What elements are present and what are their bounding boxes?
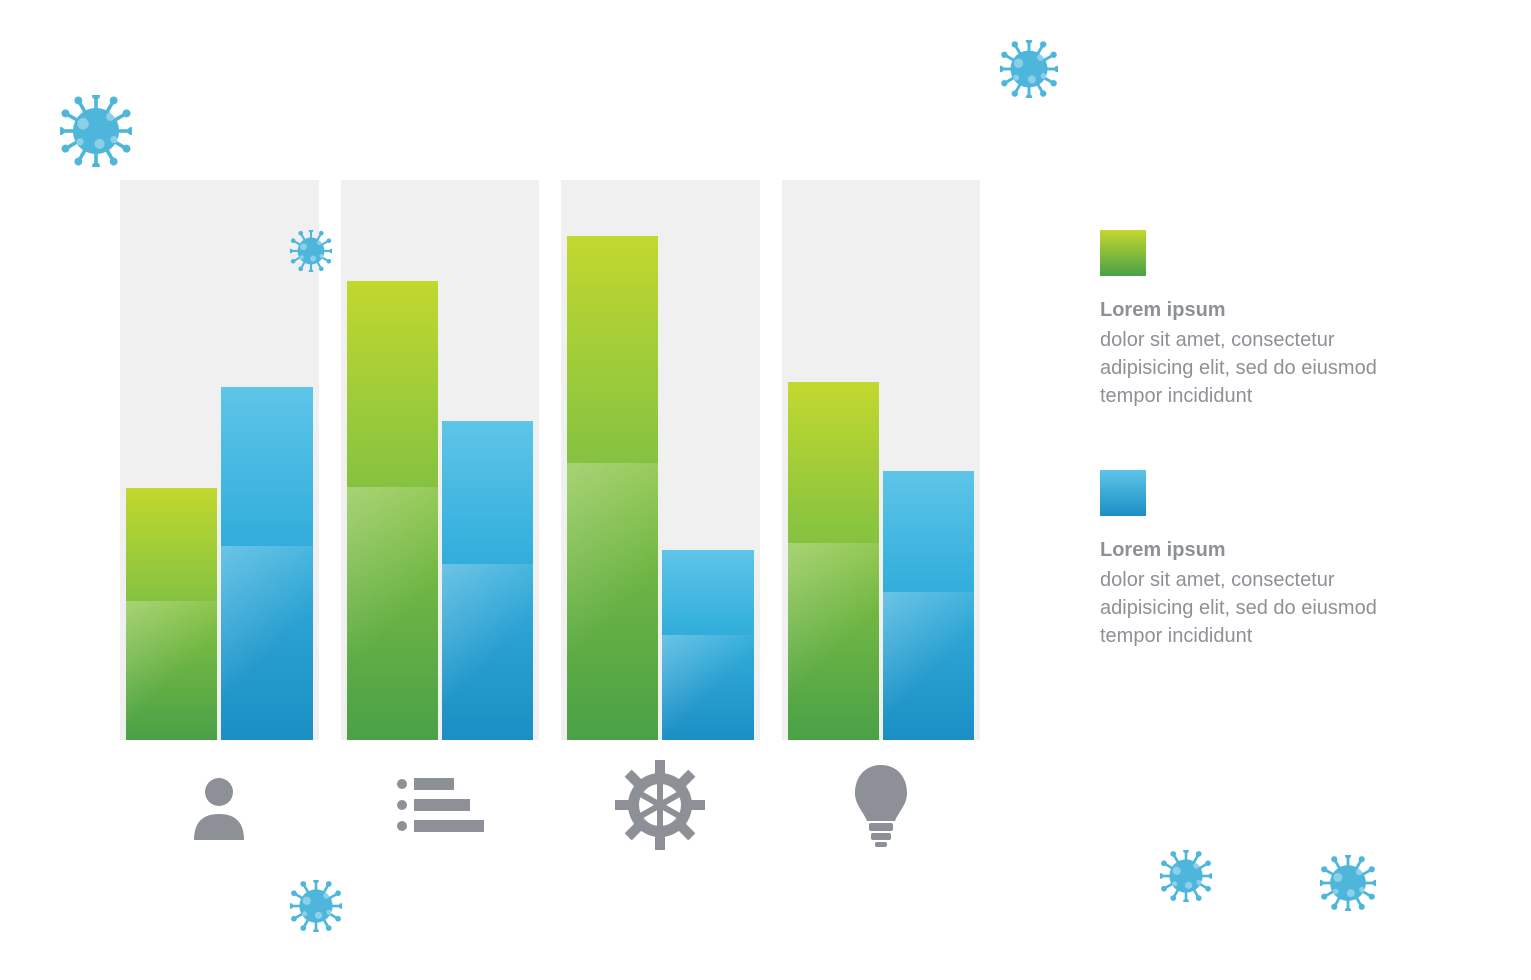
- virus-icon: [1000, 40, 1058, 103]
- legend: Lorem ipsum dolor sit amet, consectetur …: [1100, 230, 1390, 710]
- chart-panel-3: [561, 180, 760, 740]
- bar-blue-2: [442, 421, 533, 740]
- category-icon-1: [120, 760, 319, 850]
- category-icon-row: [120, 760, 980, 850]
- virus-icon: [1160, 850, 1212, 907]
- legend-swatch-blue: [1100, 470, 1146, 516]
- category-icon-3: [561, 760, 760, 850]
- bulb-icon: [851, 763, 911, 847]
- bar-blue-4: [883, 471, 974, 740]
- bar-green-3: [567, 236, 658, 740]
- bar-green-1: [126, 488, 217, 740]
- bar-green-2: [347, 281, 438, 740]
- legend-body-2: dolor sit amet, consectetur adipisicing …: [1100, 566, 1390, 650]
- chart-panel-2: [341, 180, 540, 740]
- virus-icon: [290, 880, 342, 937]
- legend-title-2: Lorem ipsum: [1100, 536, 1390, 564]
- legend-body-1: dolor sit amet, consectetur adipisicing …: [1100, 326, 1390, 410]
- chart-panel-4: [782, 180, 981, 740]
- virus-icon: [290, 230, 332, 277]
- virus-icon: [60, 95, 132, 172]
- person-icon: [184, 770, 254, 840]
- legend-title-1: Lorem ipsum: [1100, 296, 1390, 324]
- bar-green-4: [788, 382, 879, 740]
- bar-chart: [120, 180, 980, 740]
- legend-item-2: Lorem ipsum dolor sit amet, consectetur …: [1100, 470, 1390, 650]
- bar-blue-1: [221, 387, 312, 740]
- virus-icon: [1320, 855, 1376, 916]
- gear-icon: [615, 760, 705, 850]
- legend-item-1: Lorem ipsum dolor sit amet, consectetur …: [1100, 230, 1390, 410]
- category-icon-2: [341, 760, 540, 850]
- list-icon: [392, 770, 488, 840]
- legend-swatch-green: [1100, 230, 1146, 276]
- bar-blue-3: [662, 550, 753, 740]
- chart-panel-1: [120, 180, 319, 740]
- category-icon-4: [782, 760, 981, 850]
